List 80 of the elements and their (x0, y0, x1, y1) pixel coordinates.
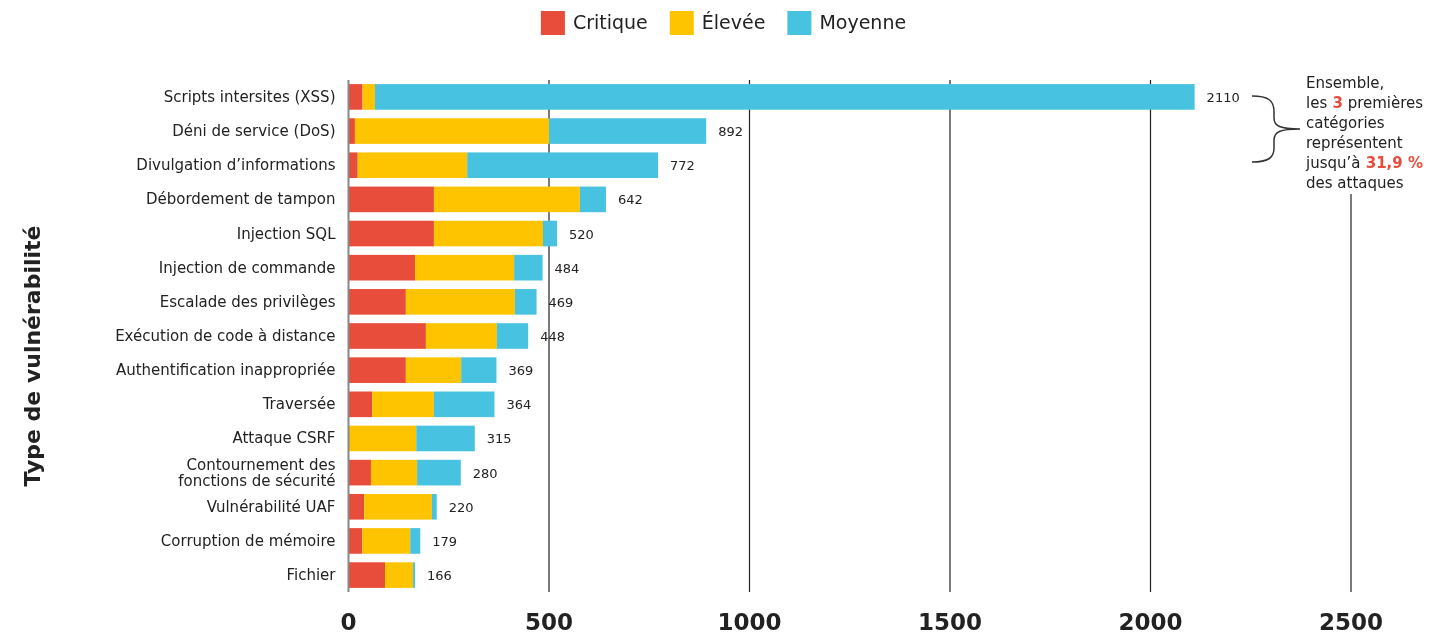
bar (348, 493, 365, 520)
bar (362, 528, 411, 554)
bar (348, 357, 406, 383)
bar (579, 186, 606, 213)
x-tick-label: 500 (524, 609, 574, 634)
bar (348, 459, 371, 486)
bar (496, 323, 529, 349)
y-tick-label: Scripts intersites (XSS) (163, 87, 336, 106)
total-label: 369 (508, 363, 534, 379)
bar (433, 220, 543, 247)
y-tick-label: Déni de service (DoS) (172, 122, 336, 141)
bar (348, 220, 434, 247)
total-label: 166 (427, 568, 452, 584)
bar (415, 254, 515, 281)
bar (348, 289, 406, 315)
legend-label: Critique (572, 11, 648, 33)
total-label: 892 (718, 124, 744, 140)
bar (348, 186, 434, 213)
y-tick-label: Injection de commande (158, 258, 336, 277)
bar (354, 118, 549, 144)
y-tick-label: Fichier (286, 566, 337, 585)
x-tick-label: 1500 (917, 609, 983, 634)
bar (467, 152, 659, 179)
total-label: 642 (617, 192, 643, 208)
y-tick-label: Débordement de tampon (145, 190, 336, 209)
bar (514, 254, 543, 281)
x-tick-label: 2500 (1318, 609, 1384, 634)
text: Ensemble, les 3 premières catégories représentent jusqu’à 31,9 % des attaques (1306, 74, 1424, 192)
bar (410, 528, 421, 554)
bar (348, 562, 385, 588)
bar (348, 84, 363, 110)
bar (425, 323, 497, 349)
legend-label: Élevée (701, 11, 766, 33)
bar (357, 152, 468, 179)
total-label: 179 (432, 533, 458, 549)
total-label: 315 (486, 431, 512, 447)
total-label: 484 (554, 260, 580, 276)
bar (364, 493, 432, 520)
total-label: 364 (506, 397, 532, 413)
bar (405, 357, 462, 383)
y-axis-title: Type de vulnérabilité (20, 225, 45, 487)
bar (431, 493, 437, 520)
total-label: 220 (448, 499, 474, 515)
bar (372, 391, 434, 418)
y-tick-label: Divulgation d’informations (136, 156, 336, 175)
y-tick-label: Traversée (261, 395, 336, 414)
bar (348, 425, 417, 452)
total-label: 280 (472, 465, 498, 481)
y-tick-label: Escalade des privilèges (159, 292, 336, 311)
bar (362, 84, 375, 110)
bar (405, 289, 515, 315)
bar (384, 562, 414, 588)
y-tick-label: Corruption de mémoire (160, 531, 336, 550)
bar (348, 391, 373, 418)
y-tick-label: Authentification inappropriée (115, 361, 336, 380)
total-label: 2110 (1206, 89, 1240, 105)
legend-label: Moyenne (819, 11, 907, 33)
bar (370, 459, 418, 486)
y-tick-label: Contournement des fonctions de sécurité (178, 455, 336, 490)
bar (433, 186, 580, 213)
total-label: 520 (569, 226, 594, 242)
x-tick-label: 1000 (717, 609, 782, 634)
bar (514, 289, 537, 315)
x-tick-label: 2000 (1118, 609, 1183, 634)
bar (461, 357, 497, 383)
bar (433, 391, 495, 418)
total-label: 772 (670, 158, 695, 174)
bar (417, 459, 461, 486)
y-tick-label: Attaque CSRF (232, 429, 336, 448)
bar (542, 220, 558, 247)
y-tick-label: Vulnérabilité UAF (206, 497, 336, 516)
bar (348, 323, 426, 349)
bar (348, 254, 416, 281)
y-tick-label: Injection SQL (236, 224, 337, 243)
bar (374, 84, 1195, 110)
bar (416, 425, 475, 452)
bar (549, 118, 707, 144)
bar (413, 562, 416, 588)
x-tick-label: 0 (340, 609, 357, 634)
y-tick-label: Exécution de code à distance (115, 327, 336, 345)
